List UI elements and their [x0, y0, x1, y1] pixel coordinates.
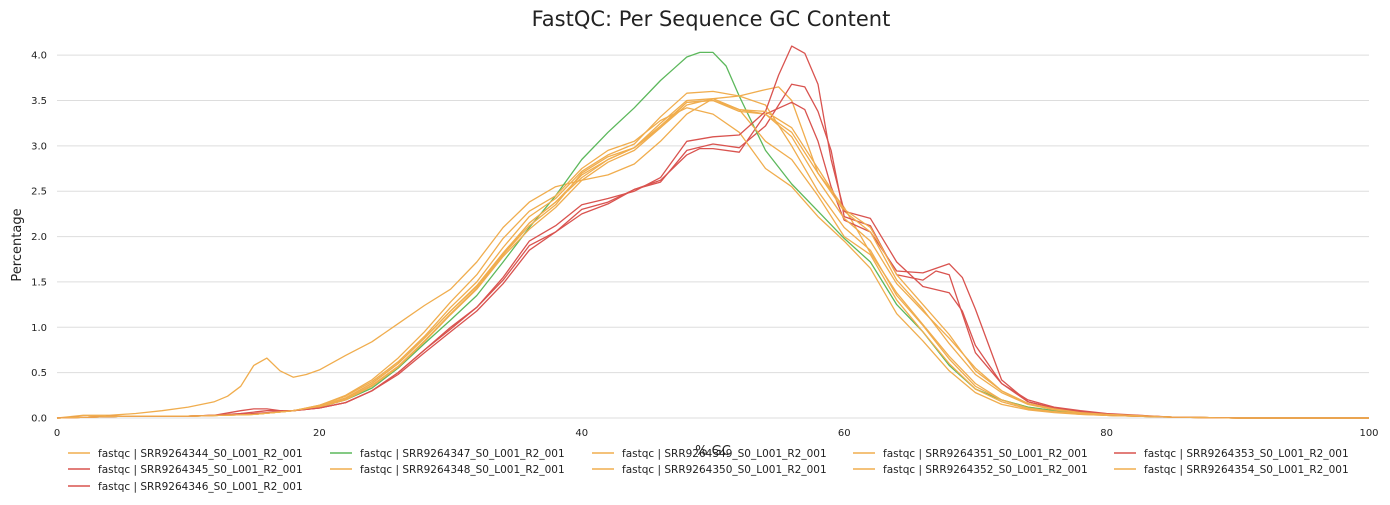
legend-label: fastqc | SRR9264353_S0_L001_R2_001 — [1144, 448, 1349, 460]
legend-item[interactable]: fastqc | SRR9264347_S0_L001_R2_001 — [330, 448, 565, 460]
x-axis-label: % GC — [695, 444, 731, 459]
series-line[interactable] — [56, 99, 1369, 419]
legend-label: fastqc | SRR9264347_S0_L001_R2_001 — [360, 448, 565, 460]
series-line[interactable] — [56, 51, 1369, 419]
x-tick-label: 60 — [838, 428, 851, 439]
legend-label: fastqc | SRR9264354_S0_L001_R2_001 — [1144, 464, 1349, 476]
legend-item[interactable]: fastqc | SRR9264353_S0_L001_R2_001 — [1114, 448, 1349, 460]
series-line[interactable] — [56, 98, 1369, 419]
legend-label: fastqc | SRR9264346_S0_L001_R2_001 — [98, 481, 303, 493]
y-tick-label: 0.5 — [31, 368, 47, 379]
legend-item[interactable]: fastqc | SRR9264352_S0_L001_R2_001 — [853, 464, 1088, 476]
x-tick-label: 20 — [313, 428, 326, 439]
plot-area — [56, 45, 1369, 419]
x-tick-label: 100 — [1359, 428, 1378, 439]
legend-label: fastqc | SRR9264348_S0_L001_R2_001 — [360, 464, 565, 476]
legend-item[interactable]: fastqc | SRR9264345_S0_L001_R2_001 — [68, 464, 303, 476]
legend[interactable]: fastqc | SRR9264344_S0_L001_R2_001fastqc… — [68, 448, 1349, 493]
x-tick-label: 40 — [575, 428, 588, 439]
legend-item[interactable]: fastqc | SRR9264351_S0_L001_R2_001 — [853, 448, 1088, 460]
legend-item[interactable]: fastqc | SRR9264354_S0_L001_R2_001 — [1114, 464, 1349, 476]
series-line[interactable] — [56, 45, 1369, 419]
grid-lines — [57, 54, 1369, 419]
legend-label: fastqc | SRR9264351_S0_L001_R2_001 — [883, 448, 1088, 460]
legend-label: fastqc | SRR9264350_S0_L001_R2_001 — [622, 464, 827, 476]
y-tick-label: 1.5 — [31, 277, 47, 288]
legend-item[interactable]: fastqc | SRR9264350_S0_L001_R2_001 — [592, 464, 827, 476]
series-line[interactable] — [56, 101, 1369, 419]
legend-item[interactable]: fastqc | SRR9264344_S0_L001_R2_001 — [68, 448, 303, 460]
y-tick-label: 3.0 — [31, 141, 47, 152]
legend-item[interactable]: fastqc | SRR9264348_S0_L001_R2_001 — [330, 464, 565, 476]
series-line[interactable] — [56, 90, 1369, 419]
series-line[interactable] — [56, 98, 1369, 419]
legend-label: fastqc | SRR9264352_S0_L001_R2_001 — [883, 464, 1088, 476]
legend-item[interactable]: fastqc | SRR9264346_S0_L001_R2_001 — [68, 481, 303, 493]
y-tick-label: 1.0 — [31, 323, 47, 334]
y-tick-label: 4.0 — [31, 51, 47, 62]
y-axis-ticks: 0.0 0.5 1.0 1.5 2.0 2.5 3.0 3.5 4.0 — [31, 51, 47, 425]
x-tick-label: 0 — [54, 428, 60, 439]
x-axis-ticks: 0 20 40 60 80 100 — [54, 428, 1379, 439]
chart-title: FastQC: Per Sequence GC Content — [532, 7, 891, 31]
y-tick-label: 3.5 — [31, 96, 47, 107]
x-tick-label: 80 — [1100, 428, 1113, 439]
y-tick-label: 2.5 — [31, 187, 47, 198]
y-axis-label: Percentage — [10, 208, 25, 281]
y-tick-label: 2.0 — [31, 232, 47, 243]
y-tick-label: 0.0 — [31, 414, 47, 425]
legend-label: fastqc | SRR9264349_S0_L001_R2_001 — [622, 448, 827, 460]
legend-label: fastqc | SRR9264344_S0_L001_R2_001 — [98, 448, 303, 460]
legend-item[interactable]: fastqc | SRR9264349_S0_L001_R2_001 — [592, 448, 827, 460]
legend-label: fastqc | SRR9264345_S0_L001_R2_001 — [98, 464, 303, 476]
series-line[interactable] — [56, 107, 1369, 419]
series-line[interactable] — [56, 83, 1369, 419]
